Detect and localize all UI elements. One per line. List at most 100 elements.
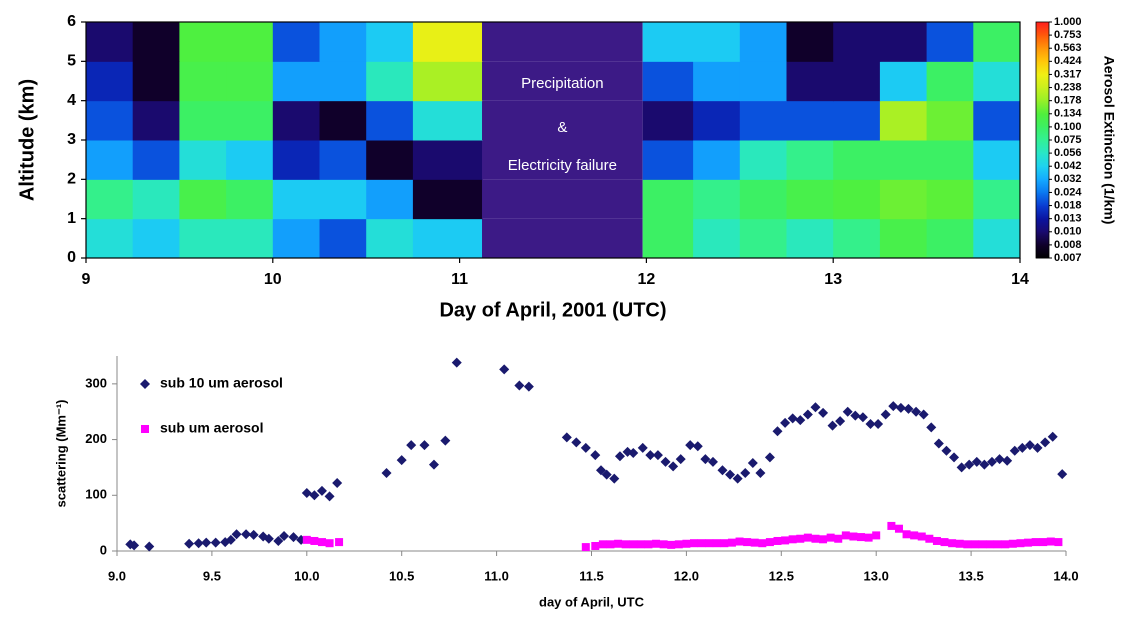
data-point (781, 536, 790, 545)
colorbar-segment (1036, 179, 1049, 193)
data-point (795, 415, 806, 426)
data-point (1024, 538, 1033, 547)
data-point (707, 456, 718, 467)
data-point (1016, 539, 1025, 548)
data-point (810, 402, 821, 413)
colorbar-tick-label: 1.000 (1054, 16, 1082, 28)
data-point (986, 540, 995, 549)
data-point (857, 412, 868, 423)
heatmap-cell (926, 61, 974, 102)
colorbar-tick-label: 0.018 (1054, 199, 1082, 211)
data-point (225, 534, 236, 545)
data-point (184, 538, 195, 549)
heatmap-cell (926, 140, 974, 180)
data-point (1009, 445, 1020, 456)
data-point (381, 468, 392, 478)
data-point (335, 538, 344, 547)
annotation: & (557, 119, 567, 136)
data-point (925, 534, 934, 543)
data-point (747, 457, 758, 468)
colorbar-segment (1036, 126, 1049, 141)
heatmap-cell (642, 140, 694, 180)
heatmap-cell (319, 61, 367, 102)
data-point (857, 533, 866, 542)
data-point (316, 485, 327, 496)
data-point (621, 540, 630, 549)
data-point (933, 438, 944, 449)
data-point (963, 540, 972, 549)
data-point (248, 529, 259, 540)
heatmap-cell (226, 218, 274, 259)
heatmap-cell (833, 100, 881, 141)
heatmap-cell (86, 179, 134, 220)
x-tick-label: 9 (82, 271, 91, 288)
colorbar-tick-label: 0.753 (1054, 29, 1082, 41)
colorbar-tick-label: 0.238 (1054, 81, 1082, 93)
x-tick-label: 11.5 (579, 568, 604, 583)
heatmap-cell (132, 179, 180, 220)
heatmap-cell (693, 61, 741, 102)
no-data (482, 22, 643, 62)
x-tick-label: 13.5 (958, 568, 983, 583)
heatmap-cell (272, 179, 320, 220)
heatmap-cell (973, 61, 1021, 102)
data-point (193, 538, 204, 549)
y-axis-label: Altitude (km) (16, 79, 38, 201)
heatmap-cell (86, 61, 134, 102)
colorbar-segment (1036, 166, 1049, 180)
data-point (750, 538, 759, 547)
data-point (887, 521, 896, 530)
data-point (302, 535, 311, 544)
heatmap-cell (693, 22, 741, 62)
heatmap-cell (739, 61, 787, 102)
heatmap-cell (786, 218, 834, 259)
heatmap-cell (973, 218, 1021, 259)
data-point (514, 380, 525, 391)
no-data (482, 140, 643, 180)
data-point (660, 456, 671, 467)
y-axis-label: scattering (Mm⁻¹) (53, 400, 68, 508)
colorbar-segment (1036, 218, 1049, 233)
y-tick-label: 3 (67, 131, 76, 148)
x-tick-label: 10.5 (389, 568, 414, 583)
heatmap-cell (879, 140, 928, 180)
colorbar-tick-label: 0.134 (1054, 108, 1082, 120)
data-point (629, 540, 638, 549)
heatmap-cell (319, 179, 367, 220)
no-data (482, 61, 643, 101)
heatmap-cell (86, 22, 134, 62)
heatmap-cell (179, 61, 227, 102)
heatmap-cell (86, 100, 134, 141)
data-point (675, 454, 686, 465)
data-point (725, 469, 736, 480)
data-point (628, 447, 639, 458)
heatmap-cell (739, 218, 787, 259)
data-point (717, 465, 728, 476)
data-point (743, 538, 752, 547)
data-point (705, 539, 714, 548)
x-axis-label: Day of April, 2001 (UTC) (439, 299, 666, 321)
data-point (955, 539, 964, 548)
x-tick-label: 12.5 (769, 568, 794, 583)
data-point (396, 455, 407, 466)
data-point (849, 532, 858, 541)
heatmap-cell (319, 100, 367, 141)
data-point (835, 416, 846, 427)
data-point (894, 524, 903, 533)
heatmap-cell (786, 61, 834, 102)
heatmap-cell (879, 218, 928, 259)
data-point (740, 468, 751, 478)
colorbar-tick-label: 0.100 (1054, 121, 1082, 133)
x-tick-label: 12 (638, 271, 656, 288)
heatmap-cell (973, 100, 1021, 141)
colorbar-segment (1036, 35, 1049, 49)
heatmap-cell (179, 179, 227, 220)
data-point (971, 456, 982, 467)
data-point (325, 539, 334, 548)
heatmap-cell (272, 100, 320, 141)
annotation: Electricity failure (508, 157, 617, 174)
heatmap-cell (132, 61, 180, 102)
data-point (755, 468, 766, 478)
heatmap-cell (366, 140, 414, 180)
